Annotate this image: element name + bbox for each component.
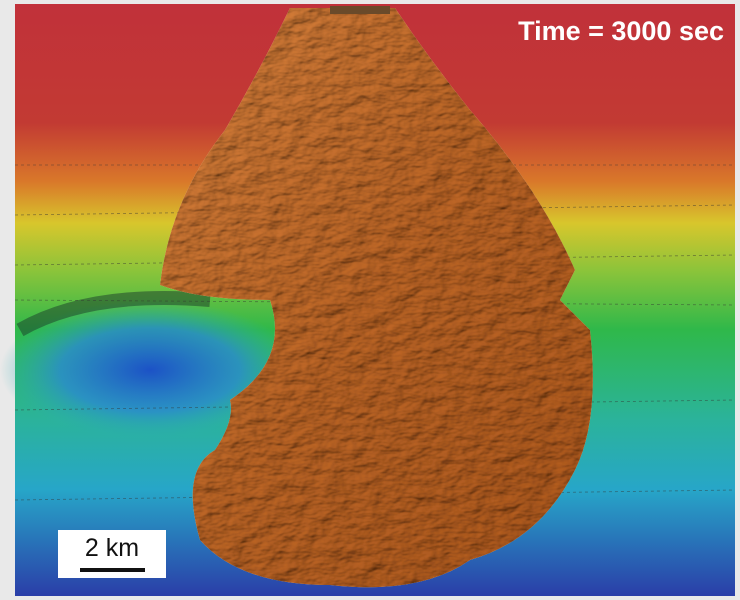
- source: [330, 6, 390, 14]
- page: Time = 3000 sec 2 km (() => { const data…: [0, 0, 740, 600]
- scale-bar: [80, 568, 145, 572]
- scale-label: 2 km: [85, 534, 139, 562]
- visualization: Time = 3000 sec 2 km: [0, 0, 740, 600]
- time-label: Time = 3000 sec: [518, 16, 724, 46]
